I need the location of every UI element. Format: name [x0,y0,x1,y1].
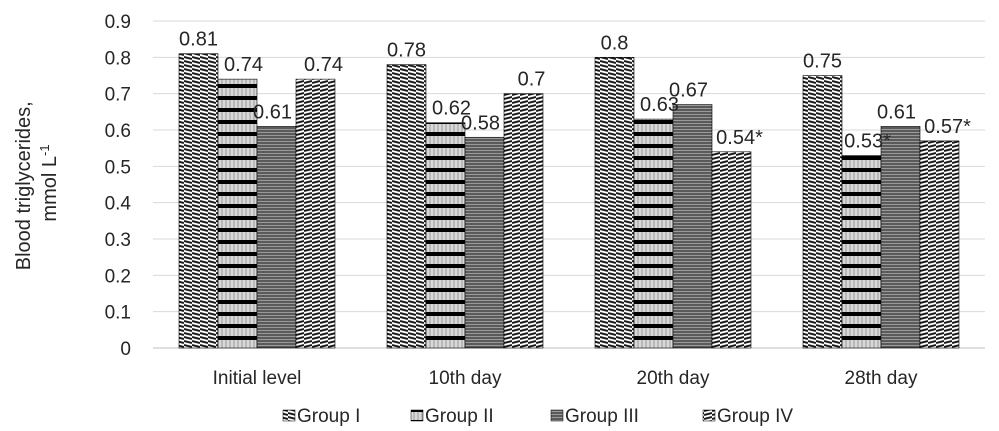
legend: Group I Group II Group III Group IV [282,406,793,427]
bar-series-1-cat-2 [386,64,427,349]
data-label: 0.62 [432,98,471,120]
x-category-label: 10th day [429,368,502,389]
bar-series-3-cat-3 [672,104,713,349]
legend-swatch [410,409,424,422]
x-axis-categories: Initial level 10th day 20th day 28th day [213,368,918,389]
y-tick-label: 0.1 [105,303,131,324]
bar-series-2-cat-1 [217,78,258,349]
data-label: 0.74 [304,54,343,76]
data-label: 0.63 [640,94,679,116]
data-label: 0.7 [518,69,546,91]
y-axis-label: Blood triglycerides, mmol L-1 [13,96,61,271]
y-tick-label: 0.4 [105,194,132,215]
bar-series-1-cat-4 [802,75,843,349]
y-tick-label: 0.7 [105,85,131,106]
data-label: 0.78 [387,40,426,62]
data-label: 0.61 [253,101,292,123]
y-tick-label: 0.8 [105,48,131,69]
bars [178,53,960,349]
data-label: 0.67 [669,80,708,102]
y-tick-label: 0.6 [105,121,131,142]
legend-label: Group III [565,406,639,427]
bar-series-4-cat-4 [919,140,960,349]
data-label: 0.61 [877,101,916,123]
data-label: 0.57* [924,116,971,138]
bar-series-2-cat-4 [841,155,882,349]
legend-label: Group II [425,406,494,427]
y-tick-label: 0.5 [105,157,131,178]
data-label: 0.54* [716,127,763,149]
bar-series-1-cat-3 [594,57,635,349]
data-label: 0.58 [461,112,500,134]
y-axis-ticks: 0 0.1 0.2 0.3 0.4 0.5 0.6 0.7 0.8 0.9 [105,12,132,360]
y-tick-label: 0 [120,339,131,360]
x-category-label: 28th day [845,368,918,389]
bar-series-3-cat-4 [880,126,921,349]
legend-label: Group IV [717,406,793,427]
data-label: 0.81 [179,29,218,51]
y-tick-label: 0.2 [105,266,131,287]
data-label: 0.8 [601,32,629,54]
data-label: 0.74 [224,54,263,76]
bar-series-2-cat-3 [633,118,674,349]
data-labels: 0.810.740.610.740.780.620.580.70.80.630.… [179,29,971,153]
bar-series-4-cat-3 [711,151,752,349]
legend-label: Group I [297,406,360,427]
x-category-label: 20th day [637,368,710,389]
y-tick-label: 0.3 [105,230,131,251]
data-label: 0.53* [844,130,891,152]
data-label: 0.75 [803,51,842,73]
bar-series-2-cat-2 [425,122,466,349]
legend-swatch [702,409,716,422]
legend-swatch [550,409,564,422]
y-tick-label: 0.9 [105,12,131,33]
bar-series-3-cat-1 [256,126,297,349]
bar-series-4-cat-1 [295,78,336,349]
bar-series-3-cat-2 [464,136,505,349]
bar-series-1-cat-1 [178,53,219,349]
bar-series-4-cat-2 [503,93,544,349]
legend-swatch [282,409,296,422]
x-category-label: Initial level [213,368,302,389]
